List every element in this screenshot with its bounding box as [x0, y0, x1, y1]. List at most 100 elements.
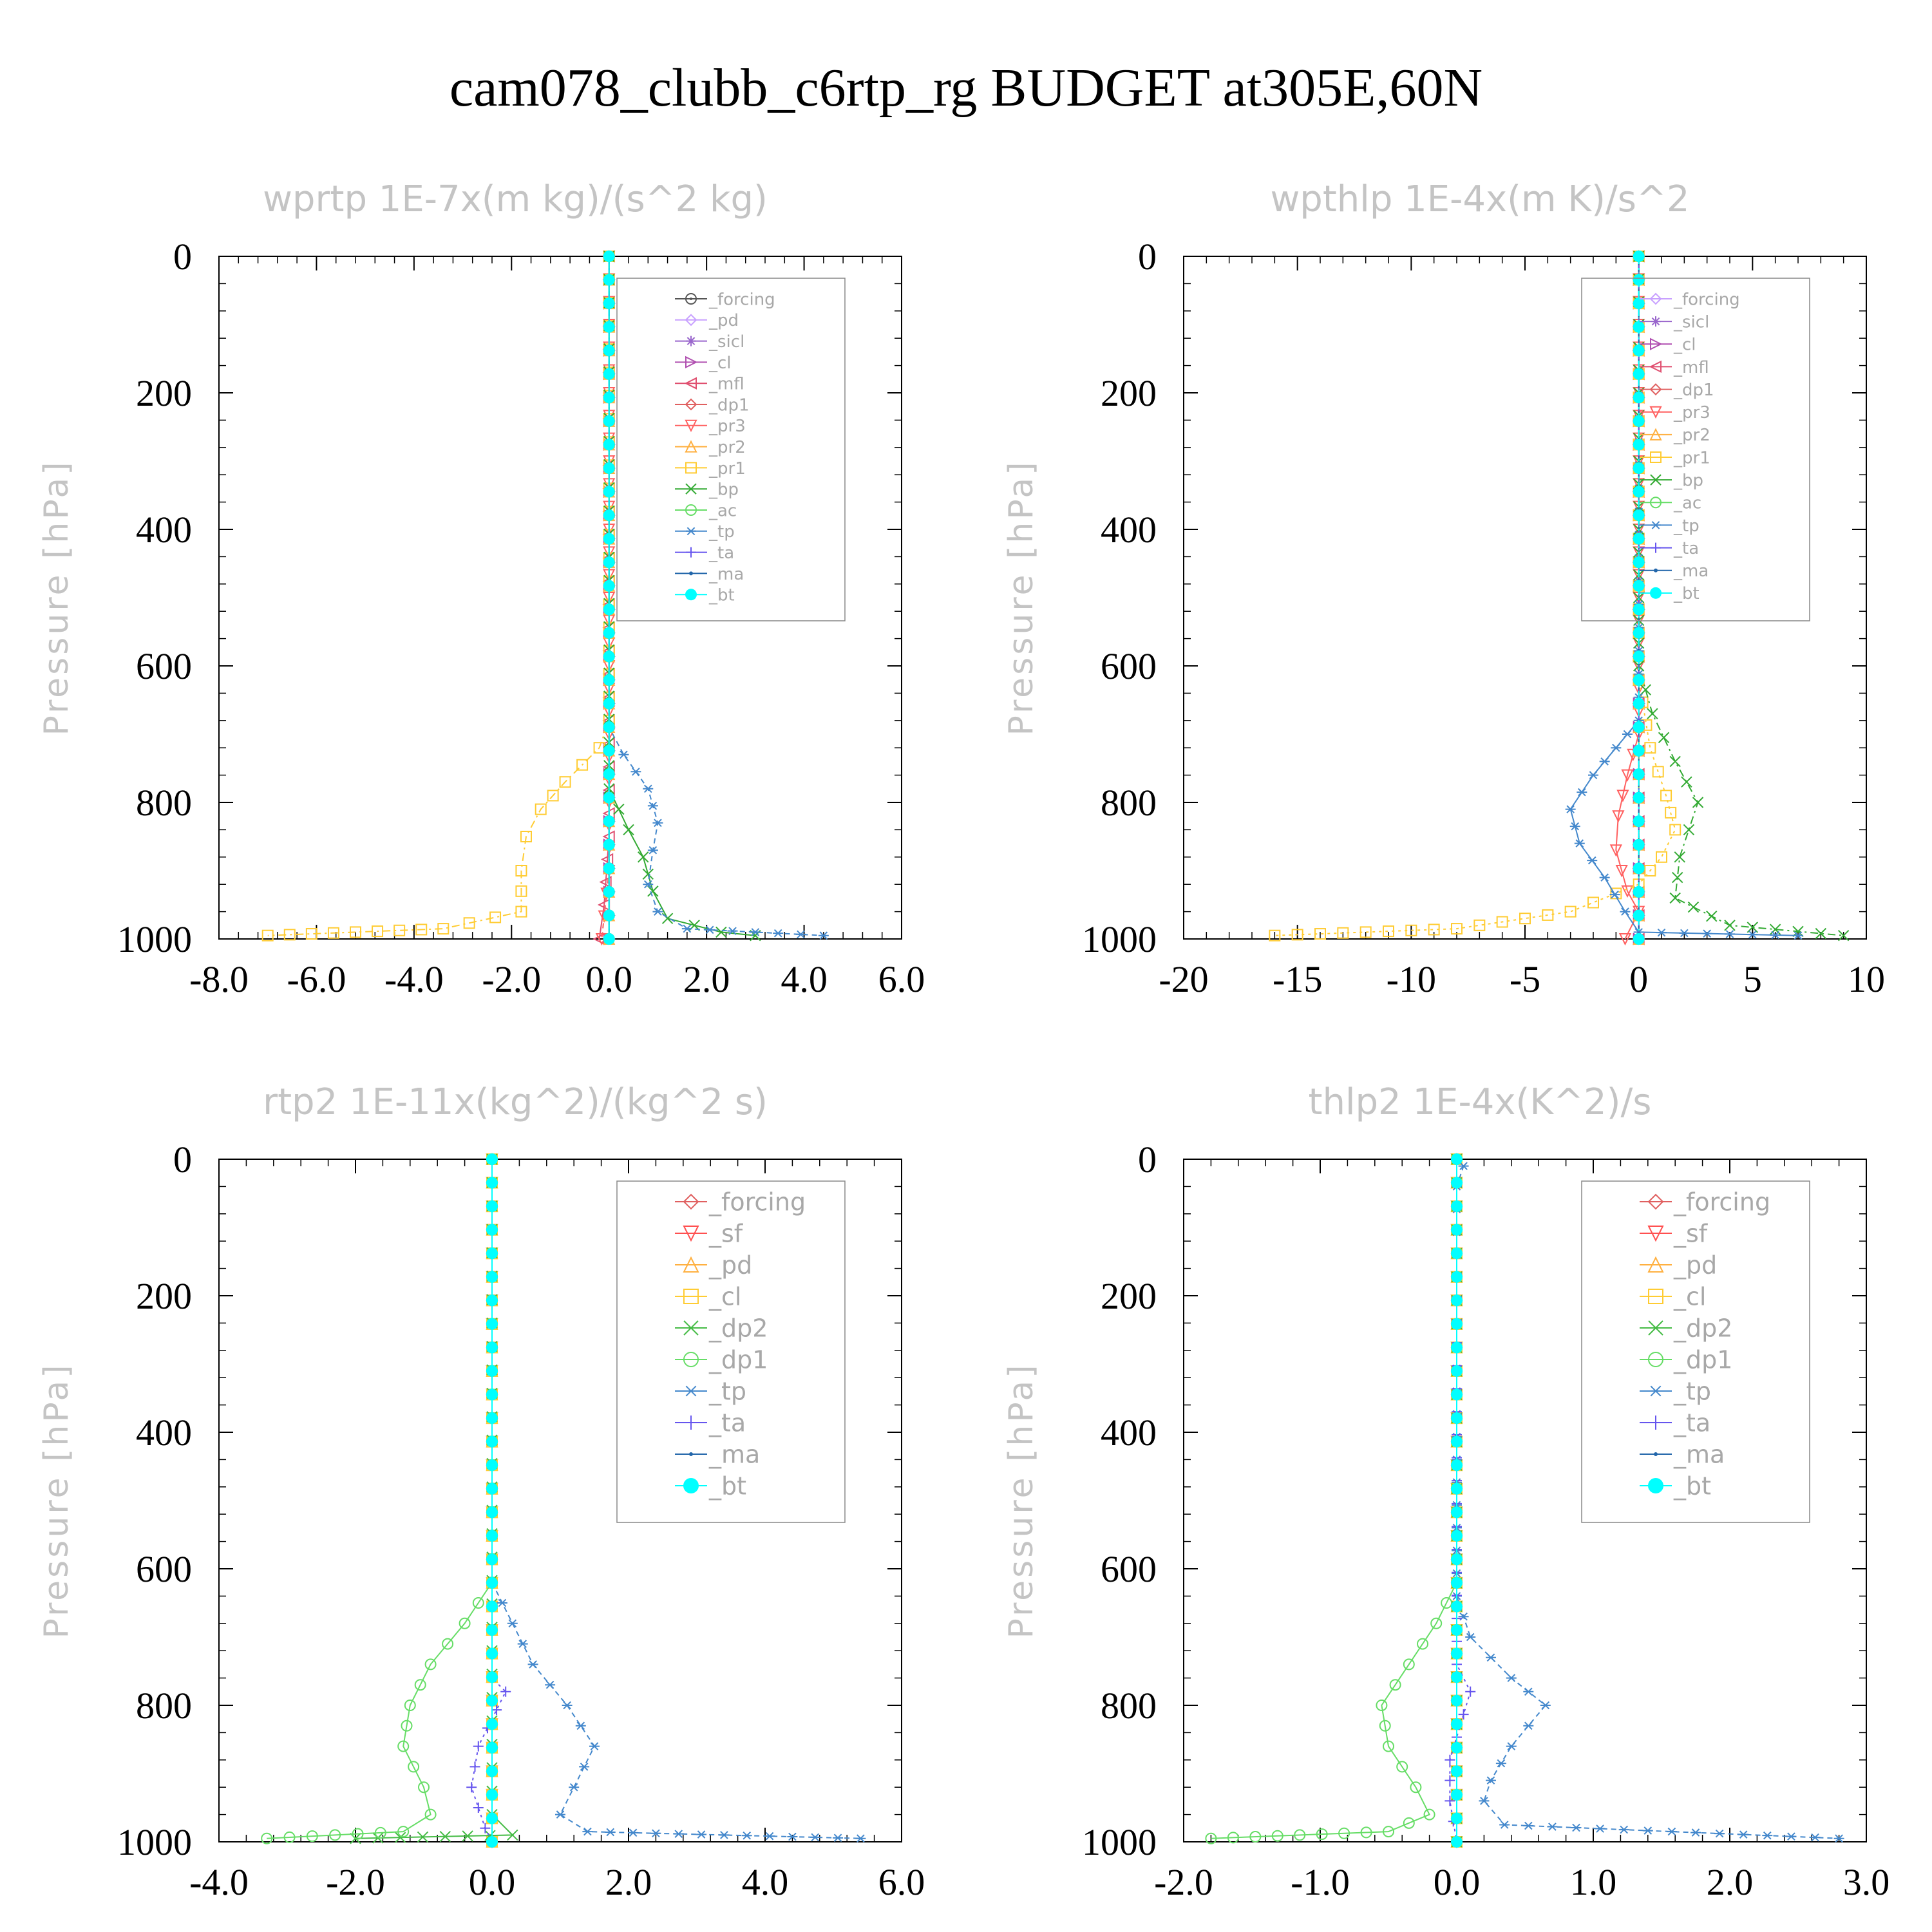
series-marker	[515, 905, 527, 918]
series-marker	[1519, 913, 1531, 925]
panel-2: wpthlp 1E-4x(m K)/s^2 Pressure [hPa] -20 -1…	[1002, 178, 1885, 1000]
series-marker	[1770, 931, 1781, 940]
series-line	[1456, 1159, 1839, 1839]
series-tp	[487, 1155, 866, 1843]
series-marker	[283, 1831, 296, 1843]
series-marker	[1633, 650, 1645, 663]
legend-label: _pr3	[1673, 403, 1710, 422]
series-marker	[764, 1832, 775, 1841]
legend: _forcing _sf _pd _cl _dp2 _dp1 _tp _ta _ma _bt	[1581, 1180, 1810, 1523]
series-marker	[1430, 1617, 1443, 1629]
legend-label: _dp1	[1673, 381, 1714, 400]
legend-marker	[1649, 292, 1662, 305]
series-marker	[1738, 1830, 1749, 1839]
series-marker	[283, 929, 296, 941]
y-tick-label: 600	[1101, 1548, 1157, 1590]
series-marker	[459, 1617, 471, 1629]
x-tick-label: 0	[1629, 958, 1648, 1000]
series-marker	[603, 886, 615, 898]
series-marker	[1499, 1821, 1510, 1829]
series-marker	[1451, 1435, 1463, 1448]
series-marker	[1496, 916, 1508, 928]
y-tick-label: 1000	[1082, 918, 1157, 960]
series-marker	[1815, 927, 1827, 940]
series-marker	[1633, 368, 1645, 380]
series-marker	[486, 1741, 498, 1754]
legend-marker	[1648, 1478, 1663, 1493]
legend-marker	[1647, 1193, 1664, 1210]
series-marker	[462, 1830, 473, 1842]
series-marker	[404, 1700, 416, 1711]
y-tick-label: 1000	[117, 918, 192, 960]
series-marker	[486, 1530, 498, 1542]
series-marker	[486, 1765, 498, 1777]
series-bt	[1451, 1153, 1463, 1848]
x-tick-label: 0.0	[1434, 1861, 1481, 1903]
y-tick-label: 0	[1138, 1139, 1157, 1180]
series-marker	[1633, 744, 1645, 757]
series-marker	[1383, 1826, 1394, 1838]
legend-marker	[1649, 383, 1662, 395]
series-marker	[589, 1742, 600, 1750]
legend-label: _bp	[708, 480, 739, 500]
series-marker	[1633, 862, 1645, 875]
legend-marker	[685, 462, 697, 474]
series-marker	[1633, 674, 1645, 686]
series-marker	[1444, 1754, 1455, 1765]
series-marker	[1599, 757, 1610, 766]
series-marker	[1762, 1831, 1773, 1840]
legend-marker	[686, 527, 696, 536]
series-marker	[1574, 839, 1585, 848]
series-marker	[1706, 910, 1718, 922]
series-marker	[1451, 1388, 1463, 1401]
y-tick-label: 400	[1101, 509, 1157, 551]
series-marker	[1747, 922, 1759, 933]
series-marker	[1633, 533, 1645, 545]
series-marker	[1609, 844, 1622, 857]
series-marker	[1451, 1530, 1463, 1542]
figure-title: cam078_clubb_c6rtp_rg BUDGET at305E,60N	[449, 58, 1483, 118]
legend-marker	[1649, 1416, 1663, 1430]
series-marker	[562, 1701, 573, 1710]
series-marker	[463, 917, 475, 929]
series-marker	[497, 1598, 507, 1607]
series-marker	[603, 721, 615, 734]
x-tick-label: 0.0	[469, 1861, 516, 1903]
legend-label: _cl	[708, 354, 732, 373]
legend-label: _forcing	[708, 1188, 806, 1217]
series-marker	[486, 1718, 498, 1730]
series-marker	[1451, 1341, 1463, 1354]
series-marker	[424, 1808, 437, 1821]
legend-box	[1581, 278, 1810, 621]
legend-marker	[685, 504, 697, 516]
series-marker	[418, 1781, 430, 1794]
series-marker	[1660, 790, 1672, 802]
x-tick-label: -15	[1273, 958, 1322, 1000]
series-marker	[1633, 768, 1645, 781]
legend-marker	[685, 314, 697, 327]
series-marker	[1669, 892, 1681, 904]
series-marker	[1669, 824, 1681, 836]
series-marker	[1647, 708, 1658, 719]
legend-marker	[1654, 568, 1658, 573]
series-marker	[486, 1435, 498, 1448]
series-marker	[1644, 865, 1656, 876]
series-marker	[1793, 931, 1803, 940]
series-marker	[1599, 873, 1610, 882]
series-marker	[515, 865, 527, 876]
x-tick-label: -20	[1159, 958, 1208, 1000]
series-marker	[500, 1686, 511, 1697]
series-marker	[1633, 886, 1645, 898]
series-marker	[855, 1834, 866, 1843]
series-marker	[1337, 927, 1349, 939]
series-marker	[535, 803, 547, 815]
series-marker	[1451, 1459, 1463, 1472]
legend-marker	[1649, 360, 1662, 374]
series-marker	[486, 1600, 498, 1613]
legend-label: _cl	[708, 1283, 741, 1311]
series-marker	[1506, 1674, 1517, 1682]
series-marker	[1633, 345, 1645, 357]
series-marker	[1428, 923, 1440, 936]
series-bt	[486, 1153, 498, 1848]
legend-label: _tp	[708, 522, 735, 542]
